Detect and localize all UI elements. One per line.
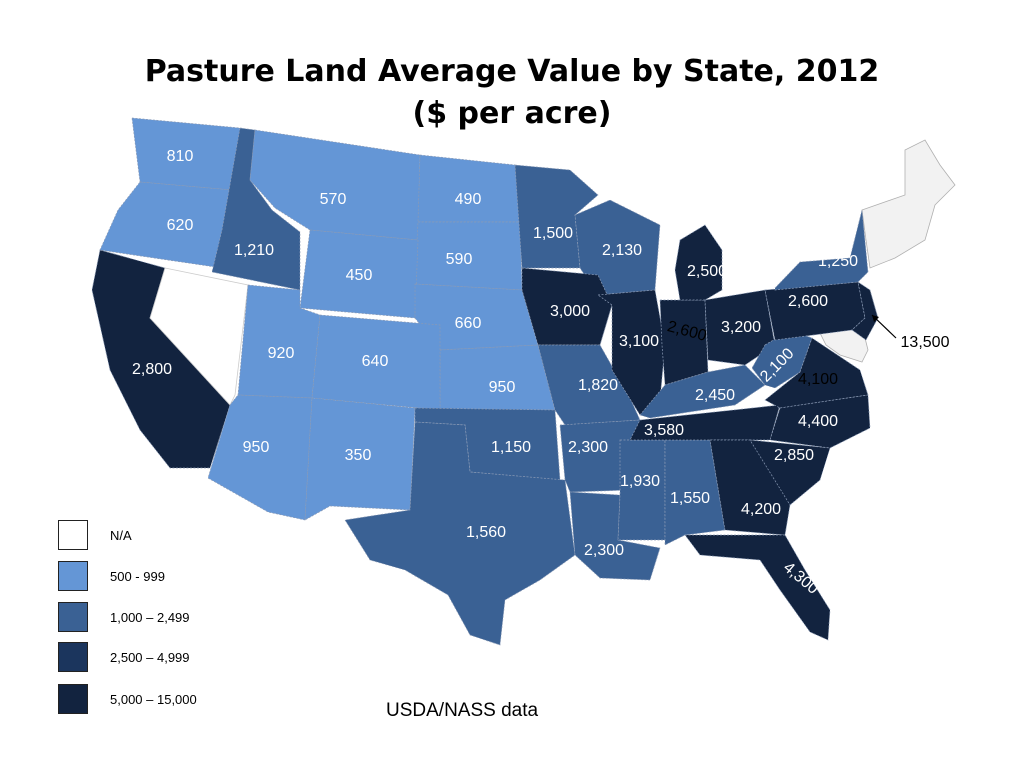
state-al [664, 439, 726, 546]
map-title: Pasture Land Average Value by State, 201… [144, 54, 880, 89]
legend-item-bin1: 500 - 999 [58, 561, 258, 595]
label-mi: 2,500 [687, 263, 727, 280]
label-sd: 590 [446, 251, 473, 268]
label-mo: 1,820 [578, 377, 618, 394]
state-in [659, 299, 709, 386]
legend-label: N/A [110, 528, 132, 543]
label-wi: 2,130 [602, 242, 642, 259]
state-nj [851, 281, 879, 341]
state-ms [617, 439, 666, 541]
label-wy: 450 [346, 267, 373, 284]
label-wa: 810 [167, 148, 194, 165]
state-co [311, 314, 441, 411]
state-tx [344, 421, 576, 646]
label-mt: 570 [320, 191, 347, 208]
label-nd: 490 [455, 191, 482, 208]
label-ks: 950 [489, 379, 516, 396]
label-ia: 3,000 [550, 303, 590, 320]
state-il [597, 289, 666, 416]
label-ms: 1,930 [620, 473, 660, 490]
legend-swatch [58, 520, 88, 550]
label-or: 620 [167, 217, 194, 234]
state-nv [149, 267, 249, 406]
legend-swatch [58, 602, 88, 632]
label-ca: 2,800 [132, 361, 172, 378]
label-ok: 1,150 [491, 439, 531, 456]
state-mt [249, 129, 421, 241]
label-oh: 3,200 [721, 319, 761, 336]
label-sc: 2,850 [774, 447, 814, 464]
legend-label: 500 - 999 [110, 569, 165, 584]
state-ny [774, 209, 869, 291]
state-fl [684, 534, 831, 641]
legend-swatch [58, 561, 88, 591]
state-or [99, 181, 233, 269]
state-nc [769, 394, 871, 449]
legend-swatch [58, 684, 88, 714]
state-va [764, 337, 869, 409]
legend-item-na: N/A [58, 520, 258, 554]
label-il: 3,100 [619, 333, 659, 350]
legend-swatch [58, 642, 88, 672]
label-ne: 660 [455, 315, 482, 332]
data-source-note: USDA/NASS data [386, 700, 539, 721]
label-la: 2,300 [584, 542, 624, 559]
state-wa [131, 117, 241, 191]
label-mn: 1,500 [533, 225, 573, 242]
legend-item-bin2: 1,000 – 2,499 [58, 602, 258, 636]
state-ca [91, 249, 231, 469]
label-al: 1,550 [670, 490, 710, 507]
label-co: 640 [362, 353, 389, 370]
map-subtitle: ($ per acre) [412, 96, 612, 131]
legend-item-bin4: 5,000 – 15,000 [58, 684, 258, 718]
state-tn [629, 404, 781, 441]
label-nm: 350 [345, 447, 372, 464]
state-new-england [861, 139, 956, 269]
label-va: 4,100 [798, 371, 838, 388]
label-tn: 3,580 [644, 422, 684, 439]
state-ks [439, 344, 556, 411]
state-ga [709, 439, 791, 536]
label-ga: 4,200 [741, 501, 781, 518]
label-ut: 920 [268, 345, 295, 362]
label-id: 1,210 [234, 242, 274, 259]
label-ky: 2,450 [695, 387, 735, 404]
label-az: 950 [243, 439, 270, 456]
label-nc: 4,400 [798, 413, 838, 430]
legend-label: 2,500 – 4,999 [110, 650, 190, 665]
state-nd [417, 154, 521, 223]
legend-label: 5,000 – 15,000 [110, 692, 197, 707]
label-ny: 1,250 [818, 253, 858, 270]
label-nj: 13,500 [901, 334, 950, 351]
label-ar: 2,300 [568, 439, 608, 456]
state-mi [674, 224, 723, 301]
label-pa: 2,600 [788, 293, 828, 310]
label-tx: 1,560 [466, 524, 506, 541]
state-ky [639, 364, 766, 419]
state-nm [304, 397, 416, 521]
state-sc [749, 439, 831, 506]
nj-callout-arrowhead [872, 315, 879, 322]
legend-item-bin3: 2,500 – 4,999 [58, 642, 258, 676]
legend-label: 1,000 – 2,499 [110, 610, 190, 625]
